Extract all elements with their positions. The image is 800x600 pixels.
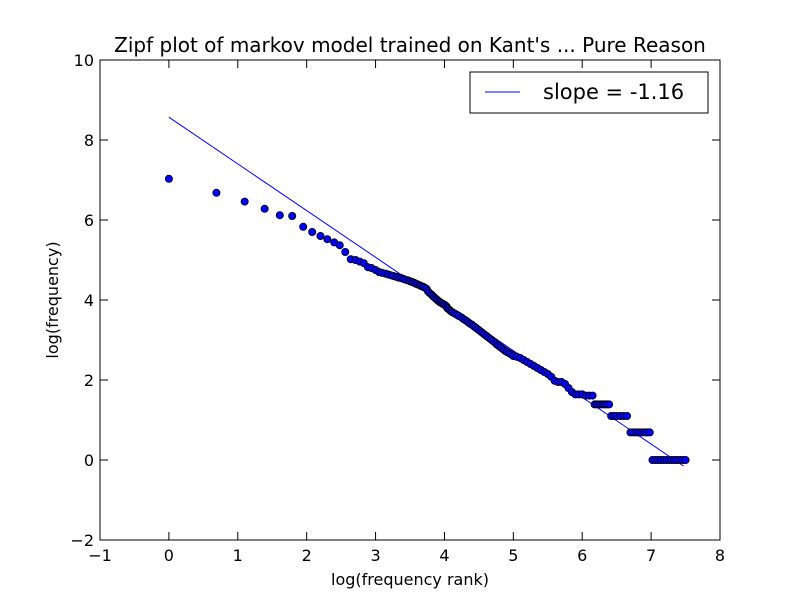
y-tick-label: 0 <box>84 451 94 470</box>
x-tick-label: −1 <box>88 546 112 565</box>
scatter-point <box>645 428 654 437</box>
scatter-point <box>316 231 325 240</box>
series-layer <box>164 116 690 467</box>
y-tick-label: 10 <box>74 51 94 70</box>
y-tick-label: 2 <box>84 371 94 390</box>
x-tick-label: 6 <box>577 546 587 565</box>
scatter-point <box>299 222 308 231</box>
scatter-point <box>623 411 632 420</box>
y-tick-label: 4 <box>84 291 94 310</box>
legend-label: slope = -1.16 <box>543 80 684 104</box>
plot-area: −1 0 1 2 3 4 5 6 7 8 −2 0 2 4 6 8 10 <box>70 51 725 565</box>
scatter-point <box>164 174 173 183</box>
ticks <box>99 59 721 541</box>
y-axis-label: log(frequency) <box>43 241 62 358</box>
scatter-point <box>212 188 221 197</box>
x-tick-label: 0 <box>164 546 174 565</box>
x-tick-label: 2 <box>302 546 312 565</box>
scatter-point <box>341 247 350 256</box>
x-tick-label: 4 <box>439 546 449 565</box>
scatter-point <box>275 211 284 220</box>
scatter-point <box>323 235 332 244</box>
scatter-point <box>681 455 690 464</box>
x-tick-label: 3 <box>370 546 380 565</box>
scatter-point <box>335 241 344 250</box>
scatter-point <box>260 204 269 213</box>
y-tick-label: −2 <box>70 531 94 550</box>
legend: slope = -1.16 <box>469 71 709 114</box>
y-tick-label: 6 <box>84 211 94 230</box>
x-axis-label: log(frequency rank) <box>331 570 489 589</box>
scatter-point <box>605 400 614 409</box>
x-tick-label: 8 <box>715 546 725 565</box>
scatter-point <box>240 197 249 206</box>
x-tick-label: 1 <box>233 546 243 565</box>
tick-labels: −1 0 1 2 3 4 5 6 7 8 −2 0 2 4 6 8 10 <box>70 51 725 565</box>
x-tick-label: 5 <box>508 546 518 565</box>
chart-title: Zipf plot of markov model trained on Kan… <box>114 33 706 57</box>
y-tick-label: 8 <box>84 131 94 150</box>
scatter-point <box>308 227 317 236</box>
scatter-point <box>588 391 597 400</box>
scatter-point <box>288 211 297 220</box>
x-tick-label: 7 <box>646 546 656 565</box>
